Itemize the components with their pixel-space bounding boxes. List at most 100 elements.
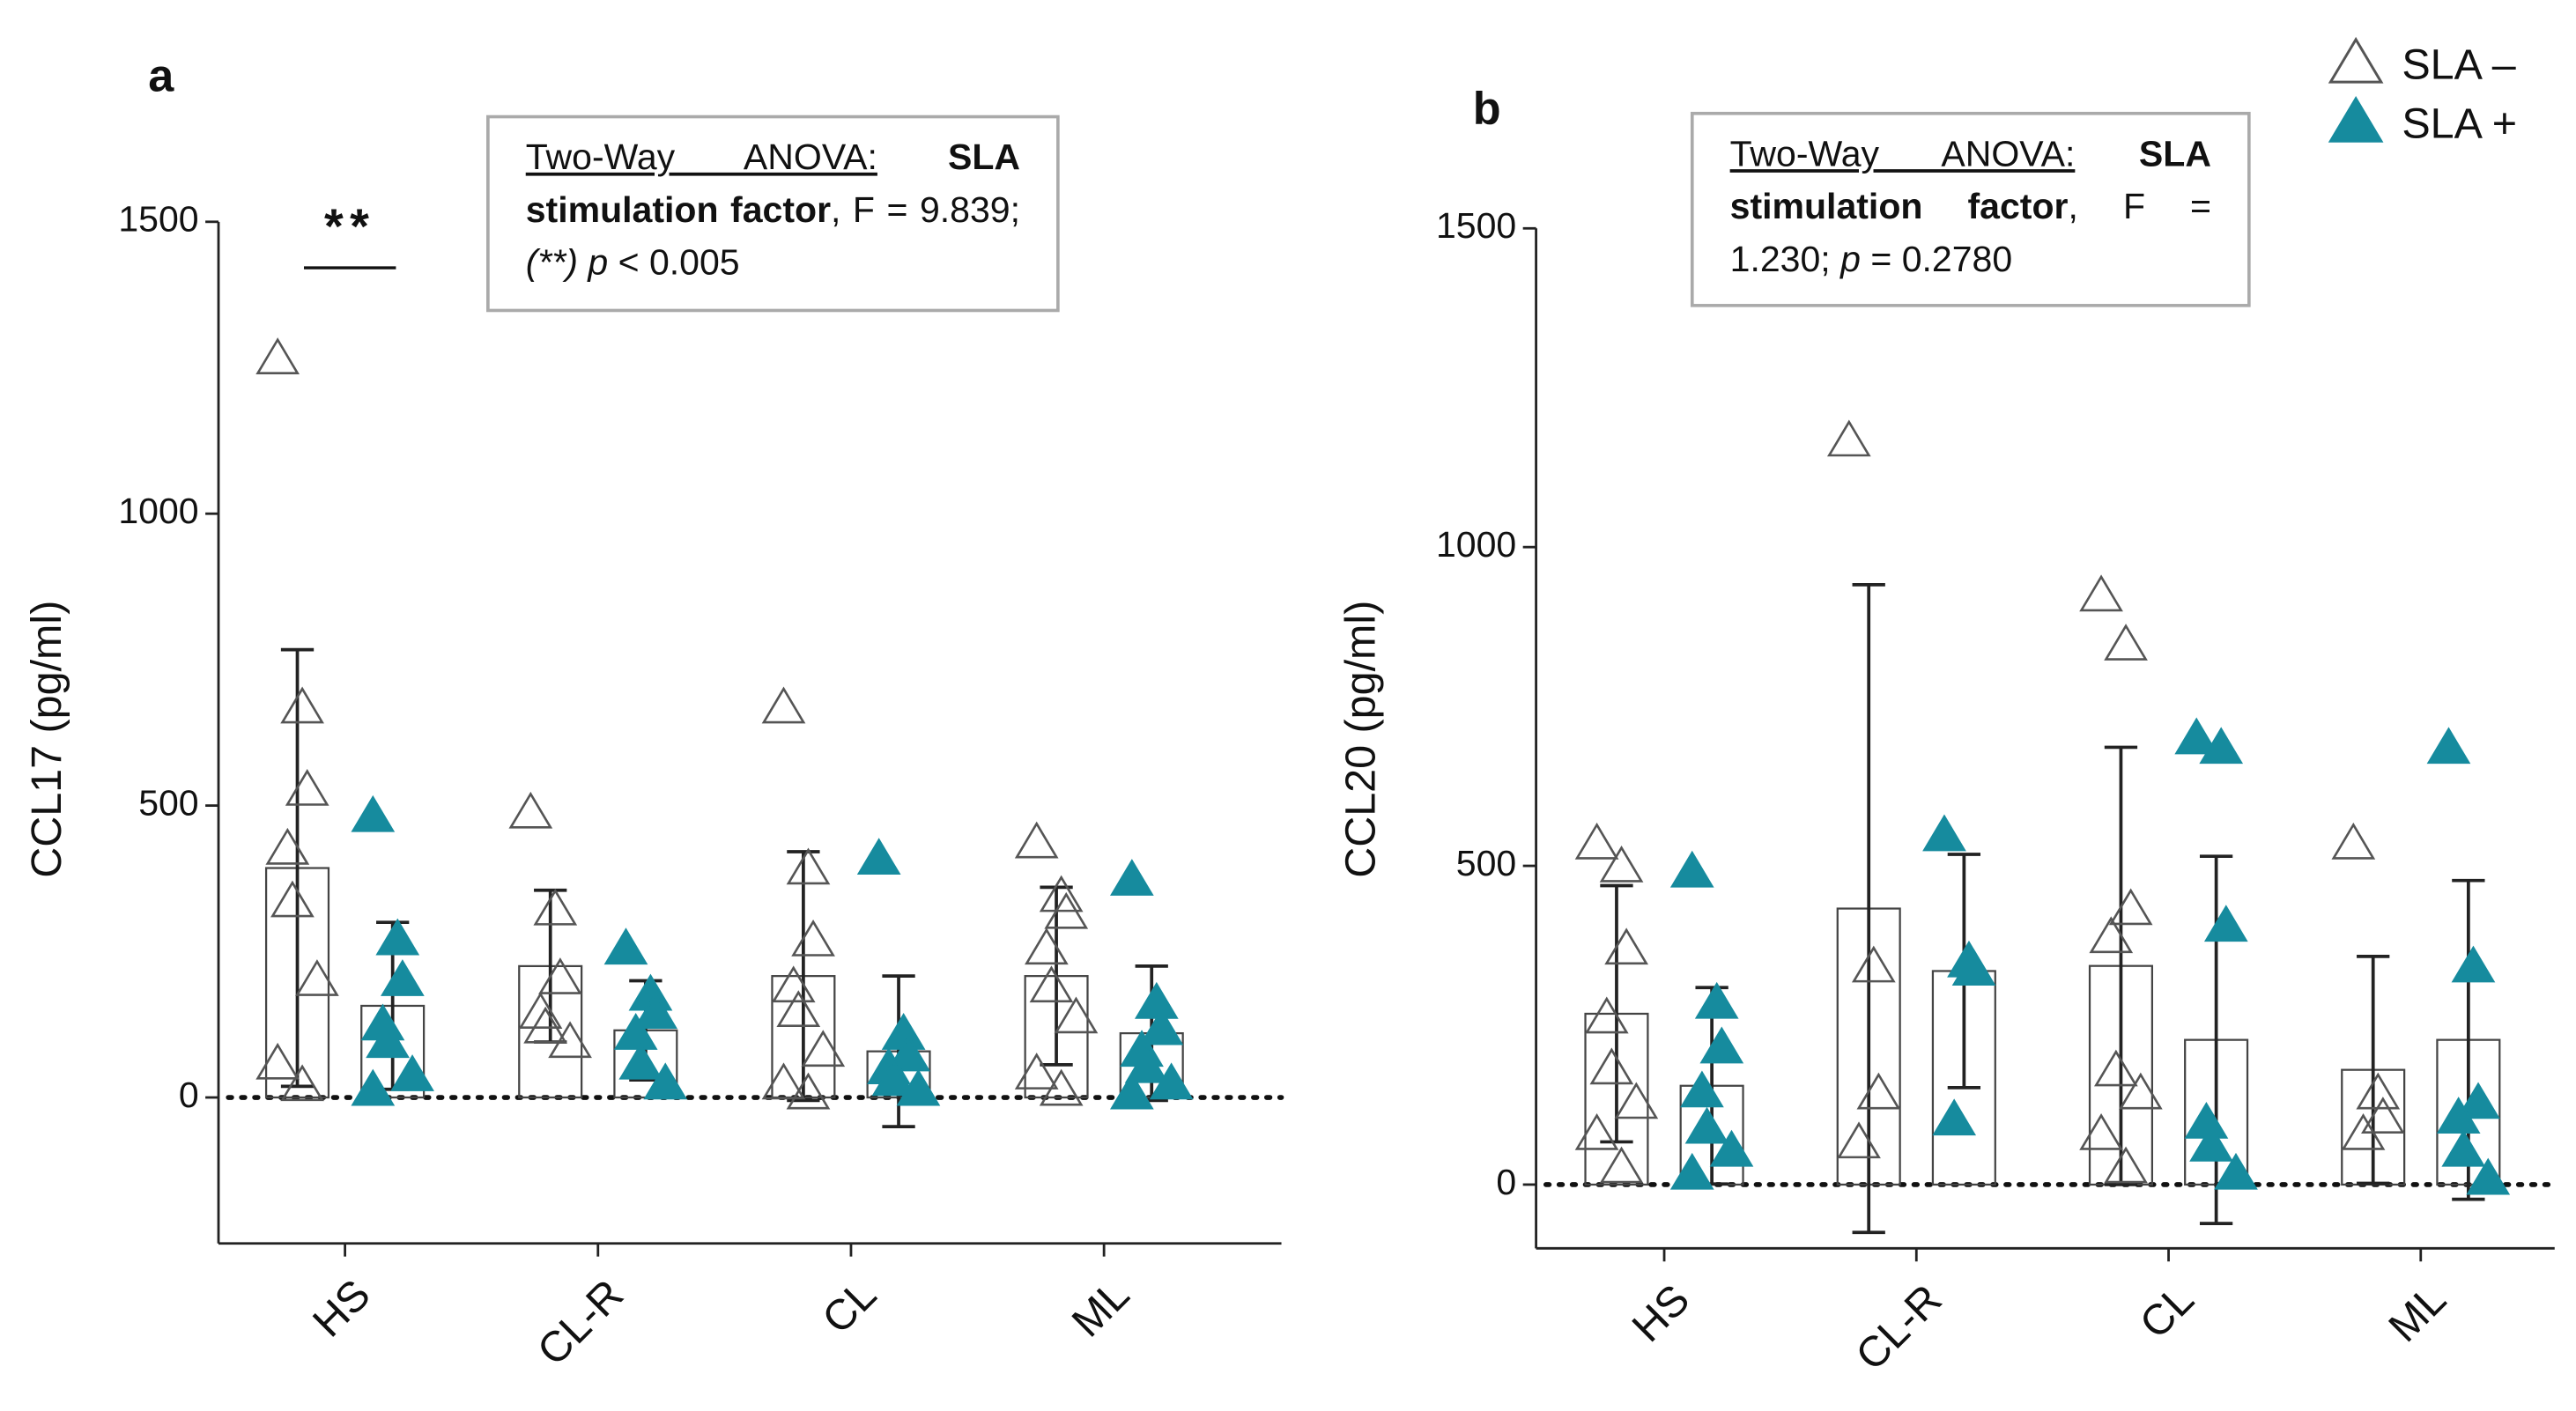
data-point	[761, 1062, 806, 1100]
x-tick-label: HS	[1623, 1275, 1699, 1351]
legend-label: SLA +	[2402, 100, 2517, 147]
data-point	[366, 1021, 410, 1059]
data-point	[2214, 1152, 2258, 1190]
data-point	[1039, 1068, 1084, 1106]
data-point	[2456, 1082, 2500, 1119]
data-point	[633, 992, 677, 1029]
data-point	[886, 1034, 931, 1072]
data-point	[255, 337, 300, 374]
data-point	[1574, 1112, 1619, 1150]
annotation: Two-Way ANOVA: SLA stimulation factor, F…	[485, 115, 1060, 313]
data-point	[351, 1068, 396, 1106]
data-point	[1694, 981, 1739, 1019]
data-point	[2203, 905, 2248, 942]
data-point	[856, 838, 901, 875]
data-point	[643, 1062, 688, 1100]
data-point	[871, 1059, 916, 1097]
data-point	[2118, 1072, 2163, 1110]
data-point	[1680, 1070, 1724, 1108]
data-point	[1922, 814, 1966, 852]
annotation-text: < 0.005	[608, 241, 740, 283]
data-point	[2199, 727, 2244, 765]
data-point	[381, 959, 425, 996]
data-point	[280, 686, 324, 724]
data-point	[1124, 1045, 1169, 1083]
data-point	[1139, 1008, 1184, 1045]
data-point	[2104, 1146, 2148, 1184]
x-tick-label: CL-R	[1847, 1275, 1951, 1379]
annotation-text: Two-Way ANOVA:	[1729, 133, 2076, 174]
y-tick-label: 0	[1496, 1162, 1516, 1202]
y-tick-label: 0	[179, 1075, 199, 1115]
data-point	[2361, 1097, 2405, 1134]
annotation-text: = 0.2780	[1860, 238, 2013, 280]
data-point	[1614, 1082, 1659, 1119]
data-point	[1932, 1098, 1977, 1136]
data-point	[2108, 888, 2153, 926]
data-point	[1709, 1129, 1754, 1167]
data-point	[771, 965, 816, 1003]
data-point	[265, 827, 310, 865]
y-axis-label: CCL20 (pg/ml)	[1337, 601, 1385, 878]
panel-label: b	[1473, 84, 1501, 135]
data-point	[801, 1030, 846, 1067]
y-tick-label: 500	[138, 782, 198, 823]
data-point	[2426, 727, 2471, 765]
data-point	[2441, 1129, 2486, 1167]
data-point	[1109, 859, 1154, 896]
x-tick-label: HS	[304, 1271, 380, 1347]
data-point	[786, 1072, 831, 1110]
data-point	[2093, 1049, 2138, 1087]
data-point	[2079, 574, 2123, 612]
data-point	[548, 1021, 592, 1059]
data-point	[1109, 1072, 1154, 1110]
data-point	[2079, 1112, 2123, 1150]
data-point	[518, 992, 563, 1029]
data-point	[1856, 1072, 1901, 1110]
y-tick-label: 1500	[1436, 205, 1516, 246]
data-point	[295, 959, 339, 996]
y-tick-label: 1000	[1436, 524, 1516, 565]
annotation-text: p	[1840, 238, 1861, 280]
data-point	[1044, 891, 1089, 929]
data-point	[786, 847, 831, 885]
data-point	[1025, 927, 1069, 965]
x-tick-label: ML	[1063, 1271, 1139, 1347]
data-point	[508, 791, 553, 829]
legend-label: SLA –	[2402, 41, 2515, 88]
data-point	[603, 927, 648, 965]
data-point	[2089, 916, 2134, 954]
data-point	[618, 1042, 663, 1080]
data-point	[761, 686, 806, 724]
y-tick-label: 500	[1456, 843, 1516, 883]
annotation-text: (**) p	[525, 241, 609, 283]
data-point	[2356, 1072, 2401, 1110]
data-point	[285, 768, 329, 806]
data-point	[1039, 875, 1084, 912]
y-tick-label: 1500	[118, 199, 198, 240]
data-point	[1014, 1053, 1059, 1090]
legend-marker	[2328, 36, 2384, 84]
data-point	[1574, 822, 1619, 860]
data-point	[1134, 981, 1179, 1019]
data-point	[351, 794, 396, 832]
data-point	[791, 919, 835, 957]
data-point	[255, 1042, 300, 1080]
data-point	[2184, 1101, 2229, 1139]
data-point	[2104, 624, 2148, 661]
x-tick-label: CL	[2131, 1275, 2203, 1348]
data-point	[390, 1054, 434, 1091]
x-tick-label: CL-R	[529, 1271, 633, 1375]
annotation: Two-Way ANOVA: SLA stimulation factor, F…	[1690, 111, 2251, 307]
annotation-text: SLA stimulation factor	[525, 136, 1021, 231]
data-point	[2174, 717, 2219, 755]
data-point	[1149, 1062, 1194, 1100]
data-point	[1014, 821, 1059, 859]
data-point	[1589, 1047, 1634, 1085]
data-point	[1584, 996, 1629, 1034]
data-point	[896, 1068, 941, 1106]
legend-marker	[2328, 96, 2384, 143]
data-point	[2466, 1157, 2511, 1195]
data-point	[776, 990, 821, 1028]
x-tick-label: CL	[813, 1271, 885, 1343]
